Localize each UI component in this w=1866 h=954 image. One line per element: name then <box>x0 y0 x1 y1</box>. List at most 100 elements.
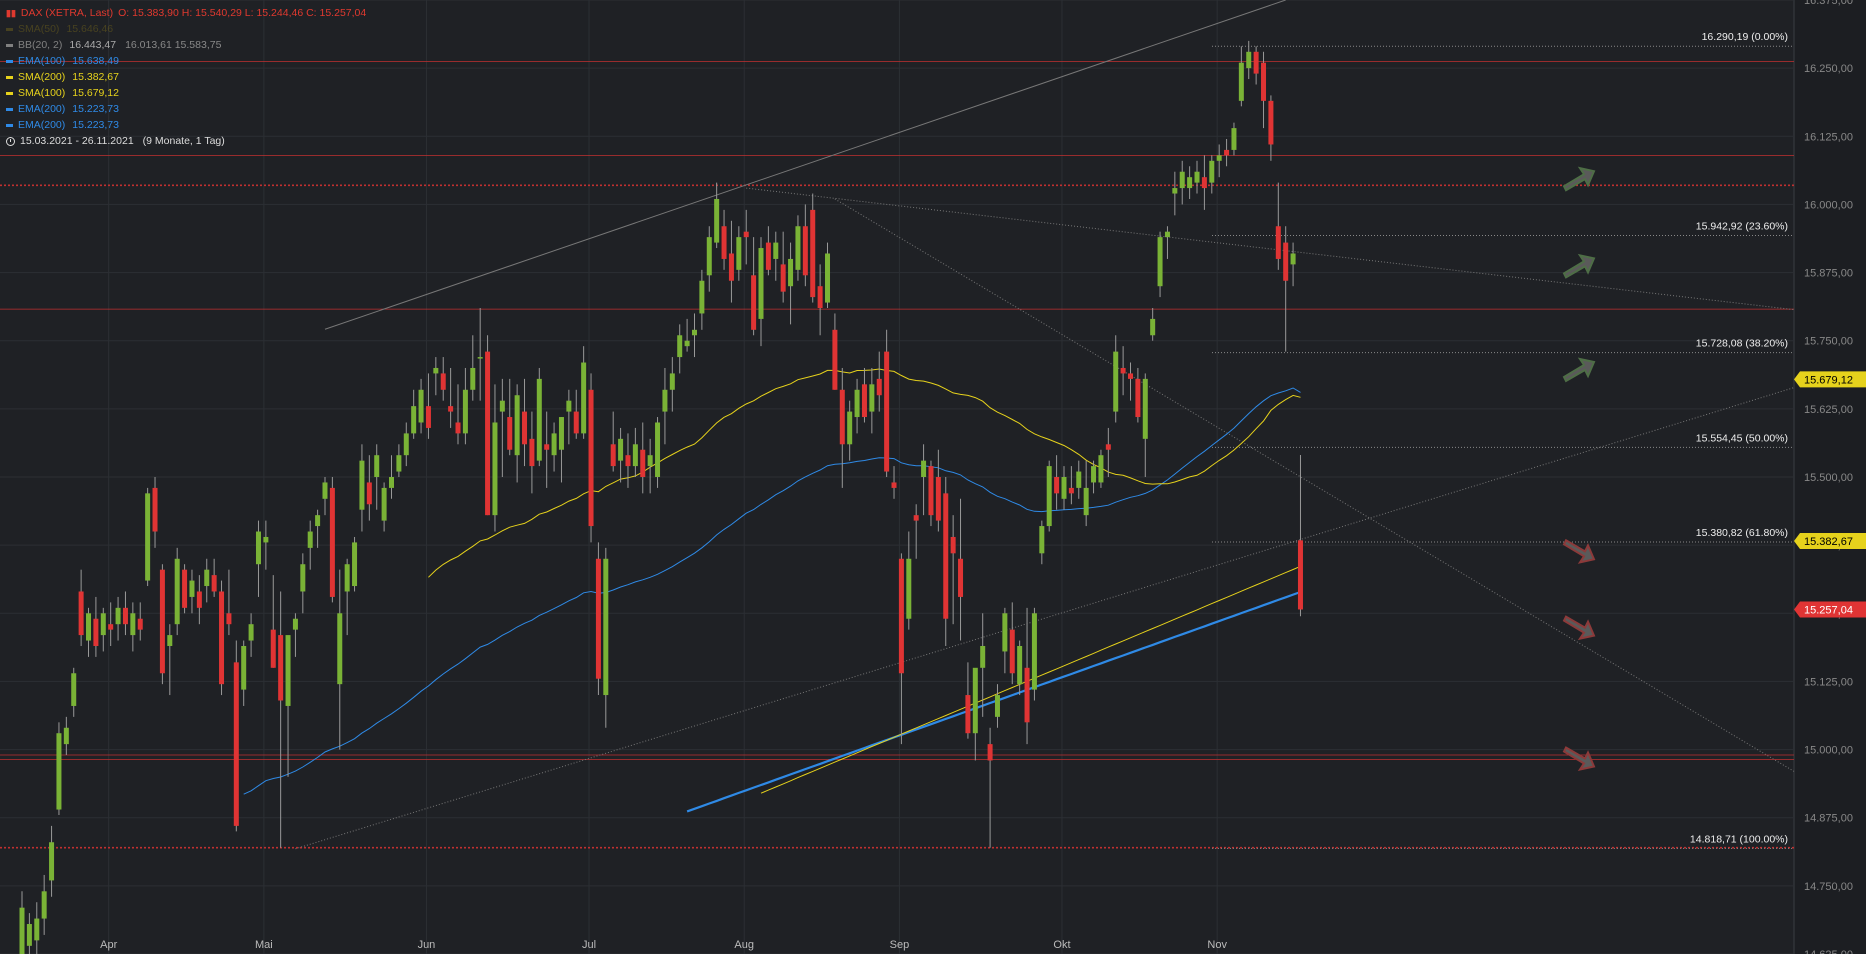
candle-body <box>1054 477 1060 494</box>
candle <box>817 264 823 336</box>
price-tag: 15.382,67 <box>1794 532 1866 549</box>
candle-body <box>802 226 808 276</box>
candle <box>86 607 92 657</box>
candle <box>1135 367 1141 423</box>
candle <box>292 613 298 657</box>
legend-indicator-row[interactable]: SMA(50) 15.646,46 <box>6 21 366 37</box>
x-tick-label: Jul <box>582 939 596 951</box>
candle-body <box>1201 177 1207 189</box>
candle-body <box>167 635 173 646</box>
candle <box>1246 40 1252 80</box>
candle <box>93 596 99 657</box>
indicator-extra: 16.013,61 15.583,75 <box>125 39 222 51</box>
candle <box>558 417 564 483</box>
candle <box>63 716 69 756</box>
candle-body <box>581 362 587 434</box>
candle <box>876 351 882 412</box>
candle <box>211 558 217 597</box>
candle <box>100 607 106 652</box>
legend-indicator-row[interactable]: EMA(200) 15.223,73 <box>6 117 366 133</box>
candle-body <box>588 389 594 527</box>
candle-body <box>810 209 816 298</box>
candle-body <box>1061 477 1067 499</box>
candle <box>529 411 535 494</box>
candle <box>1105 427 1111 477</box>
chart-legend: ▮▮ DAX (XETRA, Last) O: 15.383,90 H: 15.… <box>6 5 366 149</box>
candle <box>706 226 712 292</box>
legend-indicator-row[interactable]: EMA(200) 15.223,73 <box>6 101 366 117</box>
candle-body <box>1157 237 1163 287</box>
candle <box>1150 308 1156 341</box>
candle <box>1076 460 1082 499</box>
candle <box>669 357 675 412</box>
legend-indicator-row[interactable]: SMA(200) 15.382,67 <box>6 69 366 85</box>
candle <box>994 684 1000 728</box>
green-arrow-icon <box>1562 253 1596 279</box>
indicator-value: 15.646,46 <box>66 23 114 35</box>
candle <box>145 487 151 587</box>
candle-body <box>625 455 631 467</box>
candle <box>928 460 934 527</box>
candle <box>1120 346 1126 396</box>
axis-background <box>1794 0 1866 954</box>
fib-level-label: 15.554,45 (50.00%) <box>1696 432 1788 444</box>
indicator-name: BB(20, 2) <box>18 39 63 51</box>
candle <box>728 220 734 303</box>
candle-body <box>1105 444 1111 450</box>
candle <box>647 438 653 494</box>
candle-body <box>507 417 513 450</box>
candle <box>174 547 180 636</box>
candle-body <box>78 591 84 636</box>
candle-body <box>669 373 675 390</box>
green-arrow-icon <box>1562 357 1596 383</box>
candle <box>403 422 409 467</box>
candle-body <box>374 455 380 477</box>
candle <box>344 558 350 636</box>
candle-body <box>182 569 188 608</box>
candle <box>935 449 941 532</box>
candle-body <box>987 744 993 761</box>
y-tick-label: 15.750,00 <box>1804 336 1853 348</box>
candle <box>448 367 454 428</box>
candle-body <box>389 477 394 488</box>
candle <box>366 455 372 521</box>
candle-body <box>765 242 771 270</box>
candles <box>19 40 1303 954</box>
candle-body <box>470 367 476 390</box>
trend-line-support <box>295 387 1795 850</box>
candle-body <box>728 253 734 281</box>
y-tick-label: 16.125,00 <box>1804 131 1853 143</box>
candle <box>499 378 505 477</box>
candle-body <box>795 226 801 270</box>
legend-indicator-row[interactable]: SMA(100) 15.679,12 <box>6 85 366 101</box>
candle <box>632 427 638 477</box>
symbol-name[interactable]: DAX (XETRA, Last) <box>20 7 114 19</box>
candle-body <box>551 433 557 456</box>
legend-indicator-row[interactable]: BB(20, 2) 16.443,47 16.013,61 15.583,75 <box>6 37 366 53</box>
candle <box>167 624 173 696</box>
candle-body <box>1017 645 1023 685</box>
candle-body <box>1009 629 1015 674</box>
indicator-value: 15.223,73 <box>72 119 119 131</box>
candle <box>743 209 749 265</box>
candle-body <box>825 253 831 303</box>
candle-body <box>204 569 210 587</box>
green-arrow-icon <box>1562 166 1596 192</box>
candle <box>233 640 239 832</box>
trend-lines <box>295 0 1795 850</box>
price-tag-label: 15.257,04 <box>1804 604 1853 616</box>
candle <box>551 422 557 472</box>
candle-body <box>1297 540 1303 610</box>
candle <box>780 231 786 303</box>
legend-indicator-row[interactable]: EMA(100) 15.638,49 <box>6 53 366 69</box>
candle-body <box>655 422 661 477</box>
y-tick-label: 16.375,00 <box>1804 0 1853 7</box>
candle <box>714 182 720 249</box>
trend-line-down <box>834 198 1795 772</box>
candle-body <box>1128 373 1133 379</box>
candle-body <box>832 329 838 390</box>
candle-body <box>558 417 564 450</box>
candle <box>374 444 380 510</box>
candle-body <box>943 493 949 619</box>
